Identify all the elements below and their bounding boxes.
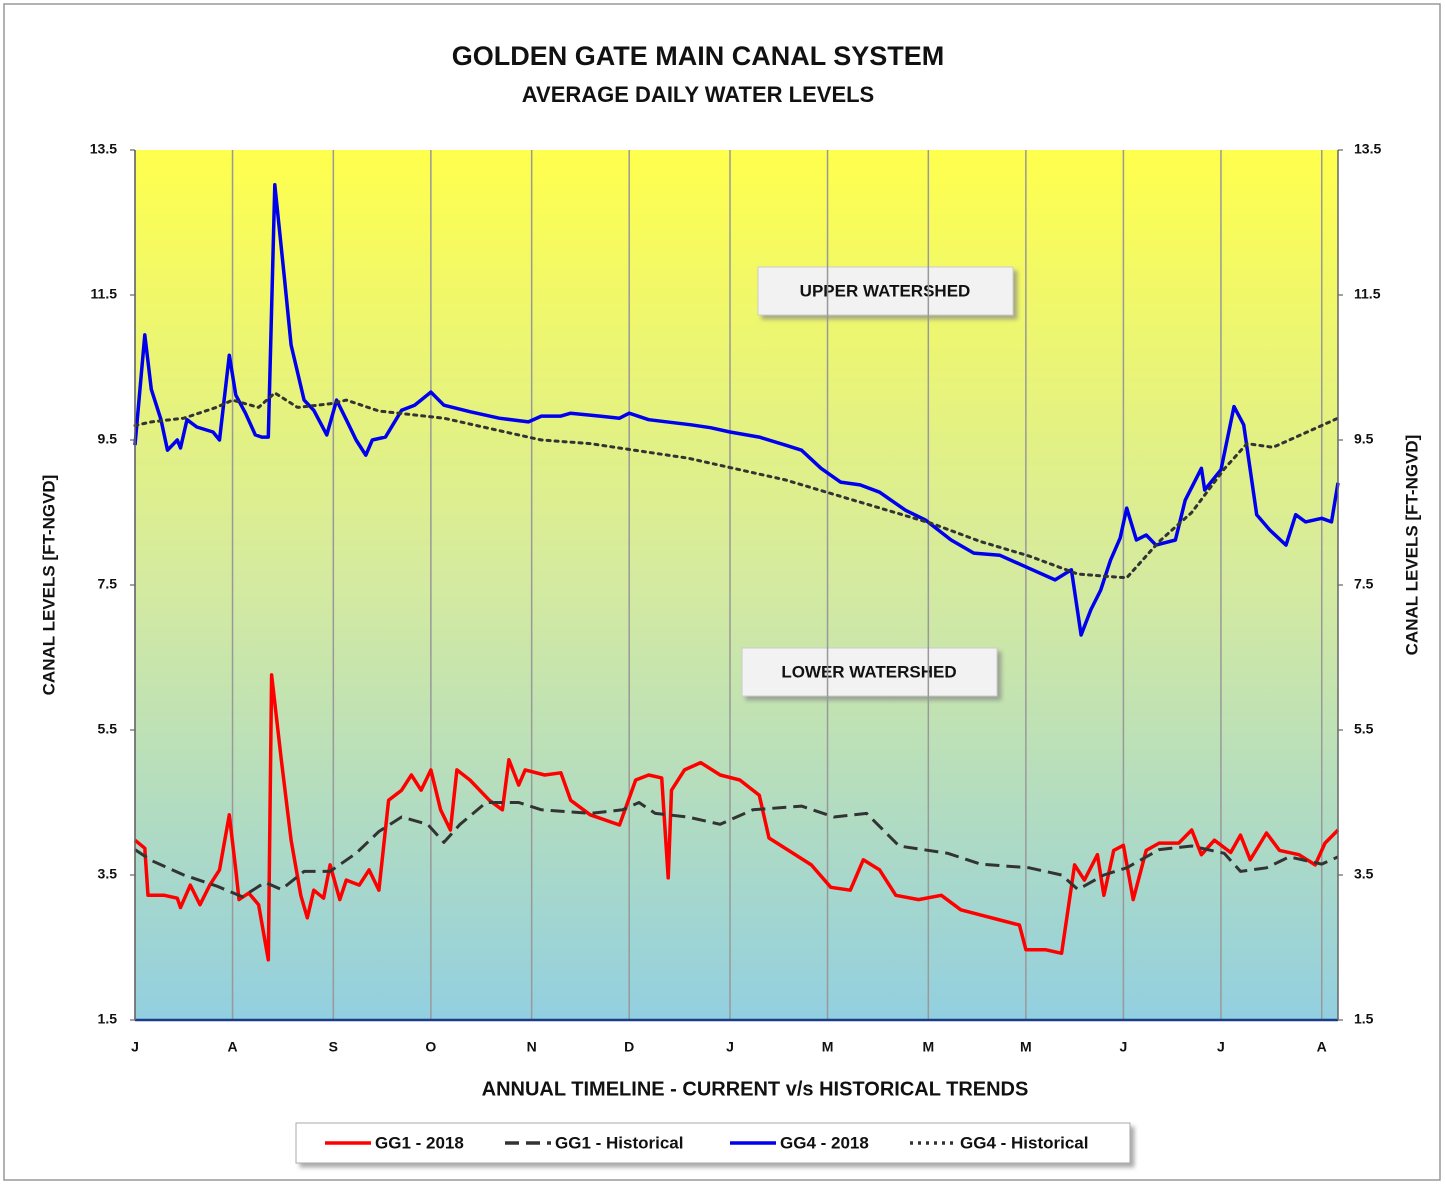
y-tick-label: 3.5	[98, 866, 118, 882]
annotation-box	[757, 266, 1014, 316]
annotation-box	[741, 647, 998, 697]
legend-label: GG4 - Historical	[960, 1133, 1088, 1152]
y-tick-label: 1.5	[98, 1011, 118, 1027]
lines	[133, 183, 1340, 962]
x-tick-label: S	[329, 1039, 338, 1055]
series-line	[134, 801, 1339, 899]
x-tick-label: J	[1120, 1039, 1128, 1055]
y2-tick-label: 7.5	[1354, 576, 1374, 592]
y-tick-label: 11.5	[91, 286, 118, 302]
x-tick-label: M	[1020, 1039, 1032, 1055]
legend-label: GG1 - Historical	[555, 1133, 683, 1152]
x-tick-label: M	[822, 1039, 834, 1055]
x-tick-label: M	[922, 1039, 934, 1055]
legend-label: GG4 - 2018	[780, 1133, 869, 1152]
x-tick-label: O	[425, 1039, 436, 1055]
y-tick-label: 7.5	[98, 576, 118, 592]
x-tick-label: J	[131, 1039, 139, 1055]
x-tick-label: D	[624, 1039, 634, 1055]
legend-label: GG1 - 2018	[375, 1133, 464, 1152]
y-tick-label: 9.5	[98, 431, 118, 447]
x-tick-label: A	[227, 1039, 237, 1055]
x-tick-label: J	[1217, 1039, 1225, 1055]
y-tick-label: 5.5	[98, 721, 118, 737]
legend	[295, 1122, 1131, 1164]
ticks: J A S O N D J M M M J J A 1.5 3.5 5.5 7.5 9.5 11.5 13.5 1.5 3…	[90, 141, 1382, 1055]
annotation: UPPER WATERSHED	[800, 281, 971, 300]
x-tick-label: J	[726, 1039, 734, 1055]
y2-tick-label: 13.5	[1354, 141, 1381, 157]
chart-subtitle: AVERAGE DAILY WATER LEVELS	[522, 82, 874, 107]
y-axis-label: CANAL LEVELS [FT-NGVD]	[39, 475, 58, 696]
y-tick-label: 13.5	[90, 141, 117, 157]
legend-items: GG1 - 2018 GG1 - Historical GG4 - 2018 GG4 …	[325, 1133, 1088, 1152]
x-tick-label: N	[527, 1039, 537, 1055]
y2-tick-label: 11.5	[1354, 286, 1381, 302]
plot-area	[135, 150, 1338, 1020]
series-line	[133, 391, 1340, 580]
series-line	[133, 673, 1340, 962]
series-line	[133, 183, 1340, 637]
y2-axis-label: CANAL LEVELS [FT-NGVD]	[1402, 435, 1421, 656]
annotation: LOWER WATERSHED	[781, 662, 956, 681]
y2-tick-label: 3.5	[1354, 866, 1374, 882]
y2-tick-label: 9.5	[1354, 431, 1374, 447]
x-tick-label: A	[1317, 1039, 1327, 1055]
y2-tick-label: 5.5	[1354, 721, 1374, 737]
chart-title: GOLDEN GATE MAIN CANAL SYSTEM	[452, 41, 945, 71]
x-axis-label: ANNUAL TIMELINE - CURRENT v/s HISTORICAL…	[482, 1078, 1029, 1100]
y2-tick-label: 1.5	[1354, 1011, 1374, 1027]
